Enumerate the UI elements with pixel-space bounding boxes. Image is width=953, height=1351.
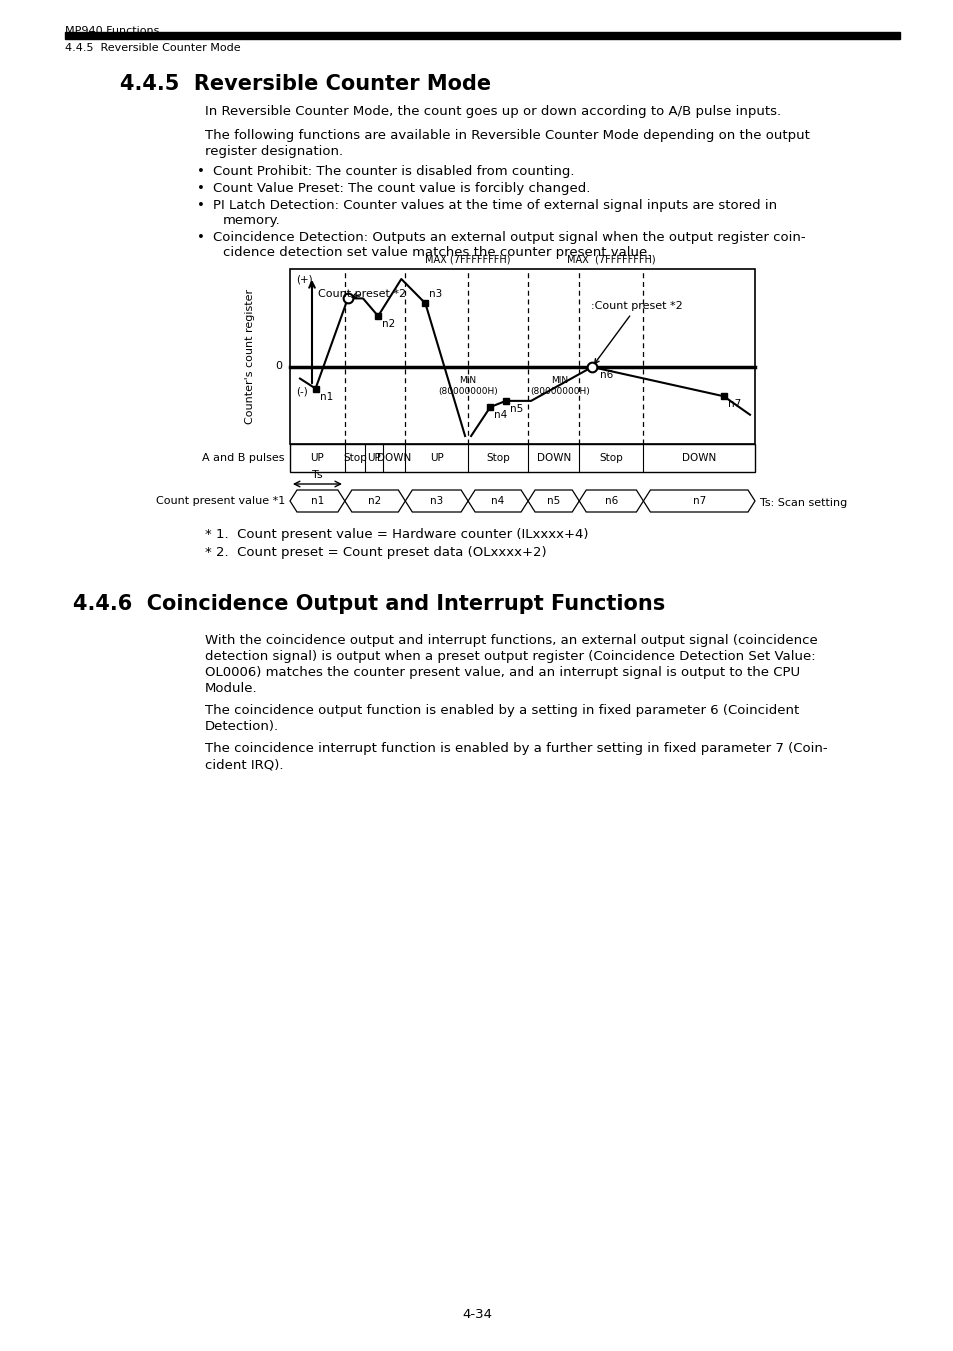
Text: Stop: Stop (486, 453, 510, 463)
Bar (65, 32, 899, 39)
Text: n5: n5 (546, 496, 559, 507)
Polygon shape (290, 490, 344, 512)
Text: The coincidence interrupt function is enabled by a further setting in fixed para: The coincidence interrupt function is en… (205, 742, 827, 755)
Text: 4-34: 4-34 (461, 1308, 492, 1321)
Text: DOWN: DOWN (536, 453, 570, 463)
Text: •: • (196, 182, 205, 195)
Text: 4.4.5  Reversible Counter Mode: 4.4.5 Reversible Counter Mode (120, 74, 491, 95)
Text: Stop: Stop (598, 453, 622, 463)
Text: Count present value *1: Count present value *1 (155, 496, 285, 507)
Text: n3: n3 (430, 496, 443, 507)
Text: Detection).: Detection). (205, 720, 279, 734)
Text: UP: UP (367, 453, 380, 463)
Text: n1: n1 (319, 392, 333, 401)
Polygon shape (468, 490, 528, 512)
Text: register designation.: register designation. (205, 145, 343, 158)
Text: In Reversible Counter Mode, the count goes up or down according to A/B pulse inp: In Reversible Counter Mode, the count go… (205, 105, 781, 118)
Text: n4: n4 (494, 411, 507, 420)
Text: Ts: Ts (312, 470, 322, 480)
Text: * 2.  Count preset = Count preset data (OLxxxx+2): * 2. Count preset = Count preset data (O… (205, 546, 546, 559)
Text: Ts: Scan setting: Ts: Scan setting (760, 499, 846, 508)
Text: UP: UP (430, 453, 443, 463)
Text: Count Prohibit: The counter is disabled from counting.: Count Prohibit: The counter is disabled … (213, 165, 574, 178)
Bar (290, 269, 754, 444)
Text: OL0006) matches the counter present value, and an interrupt signal is output to : OL0006) matches the counter present valu… (205, 666, 800, 680)
Text: n5: n5 (509, 404, 522, 413)
Text: 0: 0 (274, 361, 282, 372)
Text: (+): (+) (295, 274, 313, 284)
Text: n1: n1 (311, 496, 324, 507)
Text: Module.: Module. (205, 682, 257, 694)
Text: The coincidence output function is enabled by a setting in fixed parameter 6 (Co: The coincidence output function is enabl… (205, 704, 799, 717)
Text: •: • (196, 199, 205, 212)
Text: PI Latch Detection: Counter values at the time of external signal inputs are sto: PI Latch Detection: Counter values at th… (213, 199, 777, 212)
Text: DOWN: DOWN (376, 453, 411, 463)
Text: MP940 Functions: MP940 Functions (65, 26, 159, 36)
Text: UP: UP (311, 453, 324, 463)
Text: A and B pulses: A and B pulses (202, 453, 285, 463)
Text: Coincidence Detection: Outputs an external output signal when the output registe: Coincidence Detection: Outputs an extern… (213, 231, 804, 245)
Text: n6: n6 (604, 496, 618, 507)
Text: •: • (196, 165, 205, 178)
Text: DOWN: DOWN (681, 453, 716, 463)
Text: cidence detection set value matches the counter present value.: cidence detection set value matches the … (223, 246, 651, 259)
Text: •: • (196, 231, 205, 245)
Text: n2: n2 (382, 319, 395, 330)
Bar (290, 444, 754, 471)
Text: memory.: memory. (223, 213, 280, 227)
Text: Count preset *2: Count preset *2 (317, 289, 406, 299)
Text: MIN
(80000000H): MIN (80000000H) (529, 376, 589, 396)
Text: detection signal) is output when a preset output register (Coincidence Detection: detection signal) is output when a prese… (205, 650, 815, 663)
Text: n3: n3 (429, 289, 442, 300)
Text: With the coincidence output and interrupt functions, an external output signal (: With the coincidence output and interrup… (205, 634, 817, 647)
Polygon shape (528, 490, 578, 512)
Polygon shape (405, 490, 468, 512)
Polygon shape (578, 490, 642, 512)
Text: The following functions are available in Reversible Counter Mode depending on th: The following functions are available in… (205, 128, 809, 142)
Text: (-): (-) (295, 386, 308, 396)
Polygon shape (642, 490, 754, 512)
Polygon shape (344, 490, 405, 512)
Text: n4: n4 (491, 496, 504, 507)
Text: 4.4.5  Reversible Counter Mode: 4.4.5 Reversible Counter Mode (65, 43, 240, 53)
Text: n2: n2 (368, 496, 381, 507)
Text: Stop: Stop (343, 453, 366, 463)
Text: cident IRQ).: cident IRQ). (205, 758, 283, 771)
Text: MIN
(80000000H): MIN (80000000H) (437, 376, 497, 396)
Text: * 1.  Count present value = Hardware counter (ILxxxx+4): * 1. Count present value = Hardware coun… (205, 528, 588, 540)
Text: 4.4.6  Coincidence Output and Interrupt Functions: 4.4.6 Coincidence Output and Interrupt F… (73, 594, 664, 613)
Text: MAX (7FFFFFFFH): MAX (7FFFFFFFH) (425, 254, 510, 263)
Text: n6: n6 (599, 370, 613, 380)
Text: Count Value Preset: The count value is forcibly changed.: Count Value Preset: The count value is f… (213, 182, 590, 195)
Text: :Count preset *2: :Count preset *2 (591, 301, 682, 363)
Text: n7: n7 (727, 400, 740, 409)
Text: Counter's count register: Counter's count register (245, 289, 254, 424)
Text: n7: n7 (692, 496, 705, 507)
Text: MAX  (7FFFFFFFH): MAX (7FFFFFFFH) (566, 254, 655, 263)
